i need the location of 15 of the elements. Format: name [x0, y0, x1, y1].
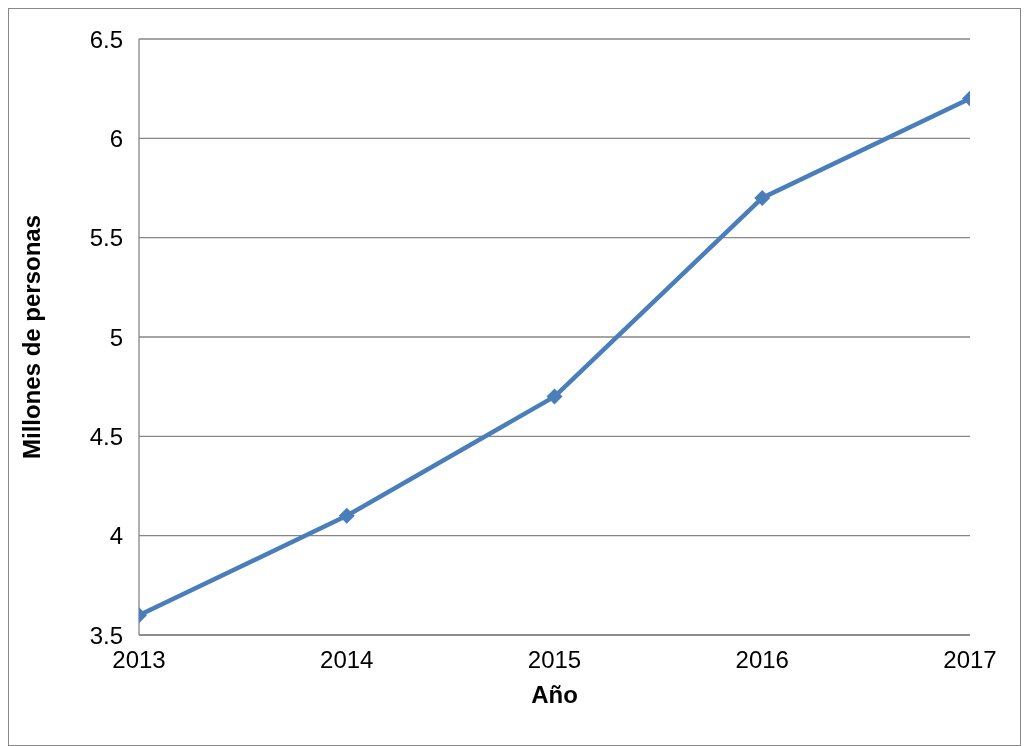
y-axis-title: Millones de personas [17, 214, 45, 460]
x-tick-label: 2013 [112, 646, 166, 674]
point [546, 388, 563, 405]
x-tick-label: 2016 [735, 646, 789, 674]
y-tick-label: 4 [109, 522, 123, 550]
x-tick-label: 2017 [943, 646, 997, 674]
y-tick-label: 5 [109, 323, 123, 351]
x-axis-title: Año [531, 681, 578, 708]
y-tick-label: 6 [109, 124, 123, 152]
x-tick-label: 2014 [320, 646, 374, 674]
y-tick-label: 6.5 [89, 25, 123, 53]
y-tick-label: 4.5 [89, 422, 123, 450]
y-tick-label: 3.5 [89, 621, 123, 649]
x-tick-label: 2015 [527, 646, 582, 674]
y-tick-label: 5.5 [89, 224, 123, 252]
